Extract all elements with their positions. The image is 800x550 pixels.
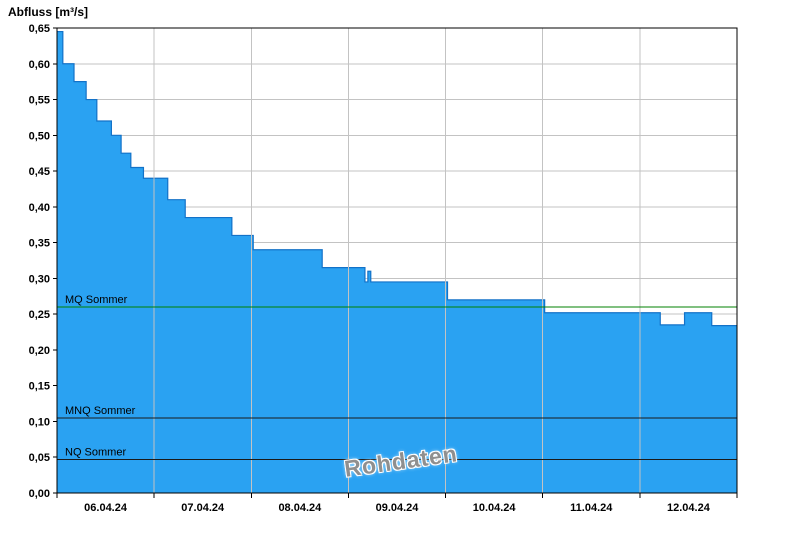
plot-border (56, 27, 738, 494)
reference-lines: MQ Sommer MNQ Sommer NQ Sommer (57, 294, 737, 460)
y-tick-label: 0,35 (29, 238, 50, 250)
y-tick-label: 0,30 (29, 273, 50, 285)
x-tick-label: 10.04.24 (473, 502, 517, 514)
x-tick-label: 09.04.24 (376, 502, 420, 514)
area-series-abfluss (57, 30, 737, 493)
ref-line-label: MQ Sommer (65, 294, 128, 306)
y-tick-label: 0,60 (29, 59, 50, 71)
y-axis-title: Abfluss [m³/s] (8, 5, 89, 19)
y-tick-label: 0,50 (29, 130, 50, 142)
x-tick-label: 07.04.24 (181, 502, 225, 514)
x-tick-label: 08.04.24 (278, 502, 322, 514)
ref-line-label: MNQ Sommer (65, 405, 136, 417)
y-axis: 0,00 0,05 0,10 0,15 0,20 0,25 0,30 0,35 0,40 0,45… (29, 23, 57, 500)
y-tick-label: 0,15 (29, 381, 50, 393)
x-axis: 06.04.24 07.04.24 08.04.24 09.04.24 10.04.24… (56, 493, 738, 514)
ref-line-label: NQ Sommer (65, 446, 126, 458)
y-tick-label: 0,05 (29, 452, 50, 464)
y-tick-label: 0,20 (29, 345, 50, 357)
x-tick-label: 12.04.24 (667, 502, 711, 514)
y-tick-label: 0,10 (29, 416, 50, 428)
y-tick-label: 0,25 (29, 309, 50, 321)
y-tick-label: 0,40 (29, 202, 50, 214)
y-tick-label: 0,00 (29, 488, 50, 500)
y-tick-label: 0,45 (29, 166, 50, 178)
x-tick-label: 06.04.24 (84, 502, 128, 514)
x-tick-label: 11.04.24 (570, 502, 613, 514)
y-tick-label: 0,55 (29, 95, 50, 107)
vertical-gridlines (153, 28, 641, 493)
y-tick-label: 0,65 (29, 23, 50, 35)
